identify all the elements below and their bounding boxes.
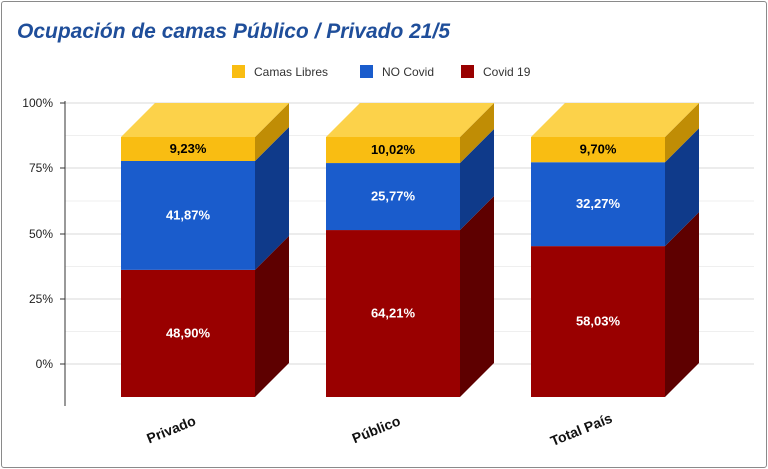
bar-side-camas-libres xyxy=(255,103,289,161)
bar-top-camas-libres xyxy=(531,103,699,137)
bar-camas-libres xyxy=(531,137,665,163)
y-tick-label: 0% xyxy=(36,357,54,371)
bar-camas-libres xyxy=(326,137,460,164)
x-axis-labels: Privado Público Total País xyxy=(144,410,614,449)
bars: 48,90% 41,87% 9,23% 64,21% 25,77% 10,02% 58,03… xyxy=(121,103,699,397)
bar-stack-privado: 48,90% 41,87% 9,23% xyxy=(121,103,289,397)
bar-stack-total-pais: 58,03% 32,27% 9,70% xyxy=(531,103,699,397)
legend-label-camas-libres: Camas Libres xyxy=(254,65,328,79)
y-tick-label: 100% xyxy=(22,96,53,110)
bar-side-camas-libres xyxy=(665,103,699,163)
data-label-no-covid: 25,77% xyxy=(371,189,416,204)
legend-swatch-covid-19 xyxy=(461,65,474,78)
bar-top-camas-libres xyxy=(121,103,289,137)
bar-covid-19 xyxy=(121,269,255,397)
data-label-camas-libres: 9,70% xyxy=(580,142,617,157)
data-label-covid-19: 58,03% xyxy=(576,314,621,329)
data-label-no-covid: 41,87% xyxy=(166,207,211,222)
data-label-camas-libres: 10,02% xyxy=(371,142,416,157)
bar-camas-libres xyxy=(121,137,255,161)
bar-side-no-covid xyxy=(255,126,289,270)
y-tick-label: 75% xyxy=(29,161,53,175)
data-label-no-covid: 32,27% xyxy=(576,196,621,211)
y-tick-label: 50% xyxy=(29,227,53,241)
legend-label-covid-19: Covid 19 xyxy=(483,65,531,79)
bar-top-camas-libres xyxy=(326,103,494,137)
x-tick-label-privado: Privado xyxy=(144,412,198,446)
bar-covid-19 xyxy=(326,230,460,397)
bar-no-covid xyxy=(326,163,460,231)
chart-title: Ocupación de camas Público / Privado 21/… xyxy=(17,20,450,43)
bar-side-covid-19 xyxy=(460,196,494,397)
legend-swatch-no-covid xyxy=(360,65,373,78)
bar-side-no-covid xyxy=(665,128,699,247)
bar-side-covid-19 xyxy=(255,235,289,397)
bar-no-covid xyxy=(531,162,665,247)
data-label-covid-19: 48,90% xyxy=(166,325,211,340)
x-tick-label-publico: Público xyxy=(350,412,403,446)
y-axis: 0% 25% 50% 75% 100% xyxy=(22,96,66,406)
x-tick-label-total-pais: Total País xyxy=(548,410,615,449)
data-label-camas-libres: 9,23% xyxy=(170,141,207,156)
bar-side-covid-19 xyxy=(665,212,699,397)
data-label-covid-19: 64,21% xyxy=(371,306,416,321)
bar-side-camas-libres xyxy=(460,103,494,164)
bar-covid-19 xyxy=(531,246,665,397)
bar-no-covid xyxy=(121,160,255,270)
legend: Camas Libres NO Covid Covid 19 xyxy=(232,65,531,79)
y-tick-label: 25% xyxy=(29,292,53,306)
legend-swatch-camas-libres xyxy=(232,65,245,78)
legend-label-no-covid: NO Covid xyxy=(382,65,434,79)
bar-side-no-covid xyxy=(460,129,494,231)
bar-stack-publico: 64,21% 25,77% 10,02% xyxy=(326,103,494,397)
